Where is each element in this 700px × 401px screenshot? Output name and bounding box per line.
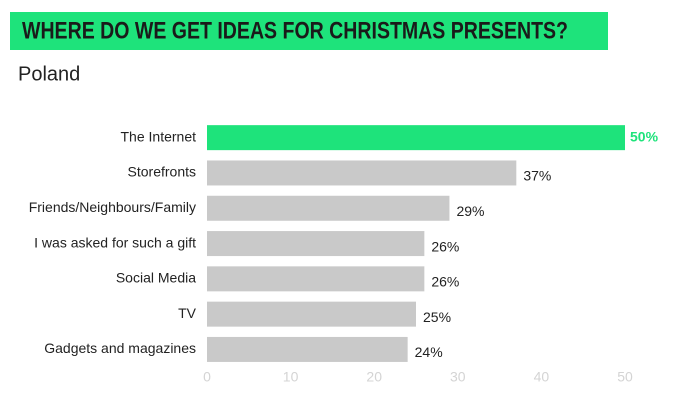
category-label: Social Media <box>116 270 196 286</box>
value-label: 25% <box>423 309 451 325</box>
chart-title: WHERE DO WE GET IDEAS FOR CHRISTMAS PRES… <box>22 17 568 44</box>
bar <box>207 125 625 151</box>
x-tick-label: 30 <box>450 369 466 385</box>
bar <box>207 195 450 221</box>
value-label: 24% <box>415 344 443 360</box>
x-tick-label: 10 <box>283 369 299 385</box>
category-label: Friends/Neighbours/Family <box>29 199 196 215</box>
x-tick-label: 0 <box>203 369 211 385</box>
x-tick-label: 40 <box>534 369 550 385</box>
category-label: Gadgets and magazines <box>44 340 196 356</box>
category-label: Storefronts <box>128 164 196 180</box>
x-tick-label: 50 <box>617 369 633 385</box>
value-label: 26% <box>431 238 459 254</box>
category-label: I was asked for such a gift <box>34 234 196 250</box>
bar <box>207 301 416 327</box>
bar <box>207 266 425 292</box>
bar <box>207 231 425 257</box>
bar <box>207 160 517 186</box>
chart-subtitle: Poland <box>18 63 80 85</box>
category-label: TV <box>178 305 197 321</box>
x-tick-label: 20 <box>366 369 382 385</box>
value-label: 37% <box>523 168 551 184</box>
category-label: The Internet <box>121 128 197 144</box>
bar <box>207 336 408 362</box>
value-label: 26% <box>431 274 459 290</box>
value-label: 29% <box>456 203 484 219</box>
value-label: 50% <box>630 128 659 144</box>
title-banner <box>10 12 608 50</box>
